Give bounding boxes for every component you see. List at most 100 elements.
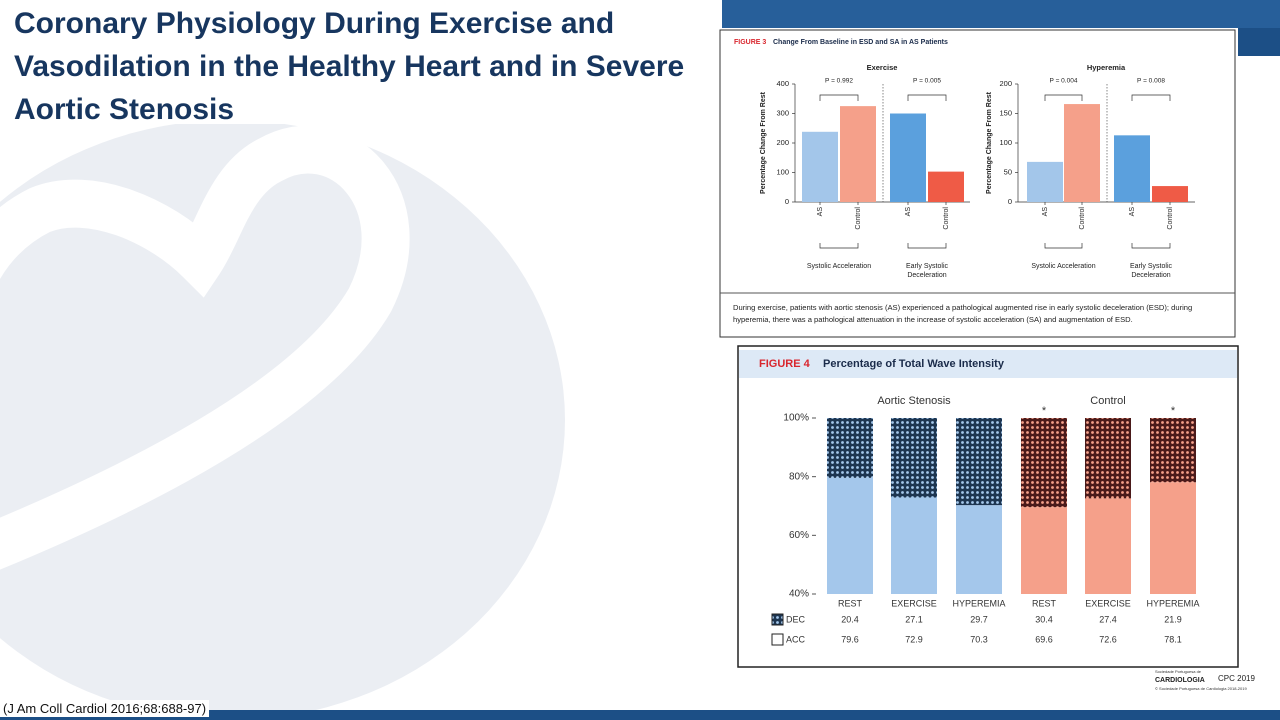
table-value: 30.4 xyxy=(1035,614,1053,624)
y-tick-label: 60% xyxy=(789,530,809,541)
x-tick-label: Control xyxy=(1079,207,1086,230)
p-value: P = 0.992 xyxy=(825,78,853,85)
legend-swatch xyxy=(771,613,784,626)
group-label: Systolic Acceleration xyxy=(1031,263,1096,270)
table-value: 70.3 xyxy=(970,634,988,644)
group-bracket xyxy=(1131,243,1171,249)
x-tick-label: EXERCISE xyxy=(891,598,937,608)
y-tick-label: 200 xyxy=(999,79,1012,88)
group-label: Aortic Stenosis xyxy=(877,395,951,407)
x-tick-label: HYPEREMIA xyxy=(1146,598,1199,608)
figure-title: Percentage of Total Wave Intensity xyxy=(823,358,1005,370)
group-label: Systolic Acceleration xyxy=(806,263,872,270)
figure-label: FIGURE 3 xyxy=(734,39,766,46)
society: CARDIOLOGIA xyxy=(1155,677,1205,684)
table-value: 29.7 xyxy=(970,614,988,624)
x-tick-label: AS xyxy=(1129,207,1136,217)
group-bracket xyxy=(819,243,859,249)
y-tick-label: 300 xyxy=(776,108,789,117)
table-value: 79.6 xyxy=(841,634,859,644)
y-axis-label: Percentage Change From Rest xyxy=(986,91,993,194)
x-tick-label: REST xyxy=(838,598,863,608)
citation: (J Am Coll Cardiol 2016;68:688-97) xyxy=(0,700,210,717)
x-tick-label: HYPEREMIA xyxy=(952,598,1005,608)
slide-title: Coronary Physiology During Exercise and … xyxy=(14,7,685,126)
x-tick-label: REST xyxy=(1032,598,1057,608)
bar xyxy=(840,106,876,202)
bar xyxy=(1027,161,1063,202)
group-bracket xyxy=(1044,243,1083,249)
banner xyxy=(722,0,1280,28)
table-value: 27.4 xyxy=(1099,614,1117,624)
bar xyxy=(1064,104,1100,202)
event: CPC 2019 xyxy=(1218,674,1255,683)
bar-segment xyxy=(1021,507,1067,594)
y-tick-label: 200 xyxy=(776,138,789,147)
bar-segment xyxy=(1021,418,1067,508)
bar xyxy=(928,171,964,202)
bar xyxy=(802,131,838,202)
p-value: P = 0.005 xyxy=(913,78,941,85)
x-tick-label: Control xyxy=(855,207,862,230)
p-bracket xyxy=(907,94,947,101)
x-tick-label: AS xyxy=(817,207,824,217)
y-tick-label: 80% xyxy=(789,471,809,482)
bar-segment xyxy=(827,477,873,594)
x-tick-label: Control xyxy=(943,207,950,230)
table-value: 78.1 xyxy=(1164,634,1182,644)
figure-3-frame xyxy=(719,29,1236,338)
table-value: 20.4 xyxy=(841,614,859,624)
legend-swatch xyxy=(771,633,784,646)
table-value: 69.6 xyxy=(1035,634,1053,644)
bar-segment xyxy=(1085,498,1131,594)
bar-segment xyxy=(956,418,1002,506)
y-tick-label: 100 xyxy=(999,138,1012,147)
panel-title: Hyperemia xyxy=(1087,63,1126,72)
table-value: 21.9 xyxy=(1164,614,1182,624)
y-axis-label: Percentage Change From Rest xyxy=(760,91,767,194)
p-bracket xyxy=(819,94,859,101)
bar-segment xyxy=(956,505,1002,594)
panel-title: Exercise xyxy=(867,63,898,72)
x-tick-label: AS xyxy=(1042,207,1049,217)
y-tick-label: 0 xyxy=(1008,197,1012,206)
y-tick-label: 400 xyxy=(776,79,789,88)
p-bracket xyxy=(1131,94,1171,101)
background-art xyxy=(0,124,565,710)
group-label: Control xyxy=(1090,395,1125,407)
legend-label: ACC xyxy=(786,634,806,644)
y-tick-label: 50 xyxy=(1004,167,1012,176)
y-tick-label: 100 xyxy=(776,167,789,176)
bar-segment xyxy=(1085,418,1131,499)
figure-4-header xyxy=(739,350,1237,378)
table-value: 72.6 xyxy=(1099,634,1117,644)
bar-segment xyxy=(891,497,937,594)
society-small: Sociedade Portuguesa de xyxy=(1155,669,1202,674)
x-tick-label: AS xyxy=(905,207,912,217)
y-tick-label: 0 xyxy=(785,197,789,206)
bottom-bar xyxy=(0,710,1280,720)
bar xyxy=(890,113,926,202)
table-value: 72.9 xyxy=(905,634,923,644)
y-tick-label: 150 xyxy=(999,108,1012,117)
p-value: P = 0.004 xyxy=(1050,78,1078,85)
annotation: * xyxy=(1171,405,1176,417)
figure-label: FIGURE 4 xyxy=(759,358,811,370)
banner-edge xyxy=(1238,28,1280,56)
figure-caption: During exercise, patients with aortic st… xyxy=(733,303,1193,324)
group-label: Early Systolic Deceleration xyxy=(1129,263,1172,279)
annotation: * xyxy=(1042,405,1047,417)
x-tick-label: Control xyxy=(1167,207,1174,230)
y-tick-label: 100% xyxy=(783,413,809,424)
banner-glow xyxy=(722,0,1280,28)
bar-segment xyxy=(891,418,937,498)
group-label: Early Systolic Deceleration xyxy=(905,263,948,279)
legend-label: DEC xyxy=(786,614,806,624)
group-bracket xyxy=(907,243,947,249)
p-value: P = 0.008 xyxy=(1137,78,1165,85)
figure-title: Change From Baseline in ESD and SA in AS… xyxy=(773,39,948,46)
bar-segment xyxy=(1150,418,1196,483)
y-tick-label: 40% xyxy=(789,589,809,600)
